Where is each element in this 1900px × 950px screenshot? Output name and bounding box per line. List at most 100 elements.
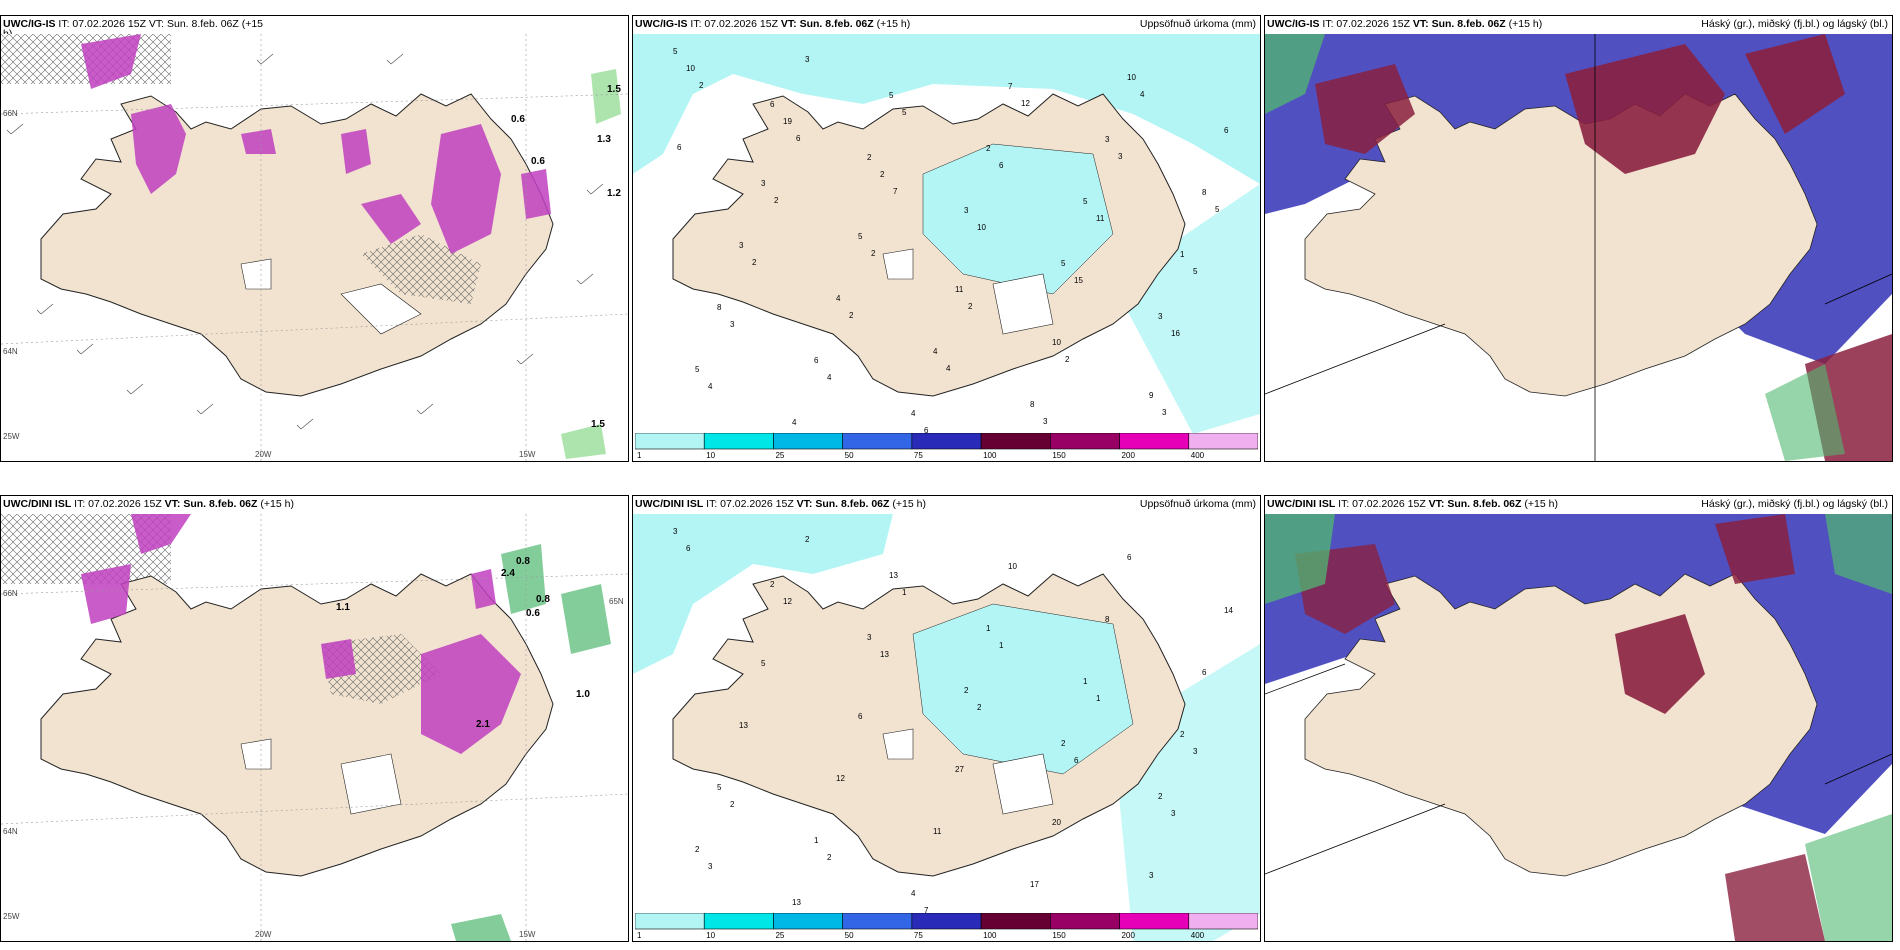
colorbar-swatch [1050,432,1120,450]
precip-value: 10 [1052,338,1061,347]
precip-value: 14 [1224,606,1233,615]
precip-value: 5 [902,108,907,117]
precip-value: 3 [867,633,872,642]
precip-colorbar: 1 10 25 50 75 100 150 200 400 [634,912,1259,940]
precip-value: 3 [708,862,713,871]
wind-value: 2.4 [501,568,515,579]
precip-value: 2 [849,311,854,320]
wind-value: 0.6 [511,114,525,125]
precip-value: 6 [1127,553,1132,562]
lon-label-25w: 25W [3,432,20,441]
precip-value: 1 [1180,250,1185,259]
precip-value: 5 [695,365,700,374]
precip-value: 2 [867,153,872,162]
precip-value: 6 [1202,668,1207,677]
precip-value: 2 [770,580,775,589]
precip-value: 2 [1158,792,1163,801]
panel-top-precip: UWC/IG-IS IT: 07.02.2026 15Z VT: Sun. 8.… [632,15,1261,462]
precip-value: 13 [739,721,748,730]
colorbar-swatch [911,432,982,450]
precip-value: 3 [1043,417,1048,426]
precip-map: 3232222131311251410861312111761456272036… [633,514,1260,941]
precip-value: 4 [827,373,832,382]
lon-label-25w: 25W [3,912,20,921]
panel-top-wind: UWC/IG-IS IT: 07.02.2026 15Z VT: Sun. 8.… [0,15,629,462]
precip-value: 3 [964,206,969,215]
precip-value: 1 [1096,694,1101,703]
precip-value: 3 [1193,747,1198,756]
precip-value: 1 [814,836,819,845]
precip-value: 4 [911,889,916,898]
precip-value: 17 [1030,880,1039,889]
cloud-map [1265,34,1892,461]
precip-value: 16 [1171,329,1180,338]
wind-value: 1.0 [576,689,590,700]
precip-value: 2 [730,800,735,809]
wind-value: 0.8 [536,594,550,605]
precip-value: 1 [999,641,1004,650]
precip-value: 2 [1061,739,1066,748]
precip-value: 3 [1149,871,1154,880]
lat-label-64n: 64N [3,827,18,836]
panel-header: UWC/DINI ISL IT: 07.02.2026 15Z VT: Sun.… [1267,498,1558,510]
colorbar-swatch [1119,912,1190,930]
lon-label-20w: 20W [255,930,272,939]
precip-value: 11 [933,827,942,836]
precip-value: 2 [827,853,832,862]
wind-value: 0.6 [531,156,545,167]
precip-value: 10 [1008,562,1017,571]
precip-value: 6 [858,712,863,721]
colorbar-swatch [703,432,774,450]
colorbar-tick: 200 [1122,931,1136,939]
colorbar-tick: 75 [914,451,923,459]
precip-map: 5623535452518647383448106351110910192101… [633,34,1260,461]
precip-value: 5 [1193,267,1198,276]
precip-value: 5 [717,783,722,792]
precip-value: 2 [1065,355,1070,364]
precip-value: 5 [889,91,894,100]
panel-header: UWC/IG-IS IT: 07.02.2026 15Z VT: Sun. 8.… [635,18,911,30]
precip-value: 5 [1061,259,1066,268]
precip-value: 6 [1074,756,1079,765]
wind-value: 1.3 [597,134,611,145]
precip-value: 5 [761,659,766,668]
precip-value: 12 [1021,99,1030,108]
colorbar-swatch [703,912,774,930]
colorbar-tick: 150 [1052,931,1066,939]
colorbar-swatch [634,912,705,930]
panel-title: Háský (gr.), miðský (fj.bl.) og lágský (… [1701,498,1888,510]
precip-value: 5 [1215,205,1220,214]
colorbar-swatch [980,912,1051,930]
panel-title: Uppsöfnuð úrkoma (mm) [1139,18,1256,30]
panel-bottom-cloud: UWC/DINI ISL IT: 07.02.2026 15Z VT: Sun.… [1264,495,1893,942]
wind-value: 0.8 [516,556,530,567]
colorbar-tick: 25 [775,451,784,459]
precip-value: 7 [1008,82,1013,91]
precip-value: 9 [1149,391,1154,400]
precip-value: 10 [977,223,986,232]
precip-value: 13 [889,571,898,580]
precip-value: 3 [1158,312,1163,321]
colorbar-tick: 400 [1191,931,1205,939]
precip-value: 4 [911,409,916,418]
precip-value: 4 [792,418,797,427]
colorbar-tick: 400 [1191,451,1205,459]
panel-header: UWC/IG-IS IT: 07.02.2026 15Z VT: Sun. 8.… [3,18,264,30]
precip-value: 2 [964,686,969,695]
precip-value: 3 [1118,152,1123,161]
precip-value: 7 [924,906,929,915]
colorbar-swatch [842,432,913,450]
colorbar-swatch [911,912,982,930]
precip-value: 4 [836,294,841,303]
precip-value: 3 [805,55,810,64]
precip-value: 20 [1052,818,1061,827]
precip-value: 2 [977,703,982,712]
precip-value: 3 [761,179,766,188]
precip-value: 7 [893,187,898,196]
colorbar-tick: 10 [706,931,715,939]
precip-colorbar: 1 10 25 50 75 100 150 200 400 [634,432,1259,460]
wind-value: 1.1 [336,602,350,613]
wind-value: 1.2 [607,188,621,199]
lon-label-15w: 15W [519,930,536,939]
precip-value: 2 [880,170,885,179]
